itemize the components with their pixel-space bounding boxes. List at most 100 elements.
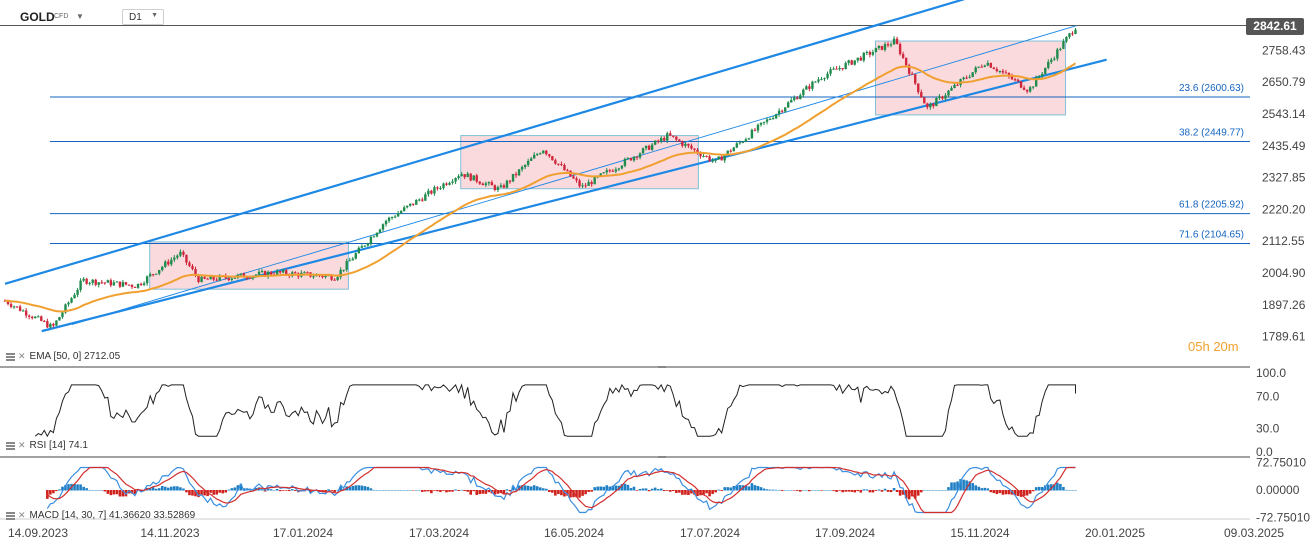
- candle-body: [735, 143, 739, 148]
- candle: [357, 246, 361, 254]
- candle: [1074, 27, 1077, 35]
- macd-histogram-bar: [333, 490, 336, 493]
- candle: [856, 57, 859, 63]
- candle: [853, 60, 856, 66]
- macd-histogram-bar: [94, 490, 98, 491]
- candle-body: [405, 205, 409, 208]
- candle-body: [901, 54, 905, 58]
- macd-histogram-bar: [88, 489, 91, 491]
- candle: [941, 95, 944, 100]
- candle: [762, 121, 766, 126]
- macd-histogram-bar: [968, 481, 971, 491]
- macd-histogram-bar: [281, 490, 285, 491]
- candle-body: [469, 173, 472, 181]
- candle: [145, 275, 149, 286]
- macd-legend[interactable]: ✕ MACD [14, 30, 7] 41.36620 33.52869: [6, 510, 195, 521]
- symbol-name[interactable]: GOLD: [20, 10, 55, 24]
- macd-histogram-bar: [384, 490, 388, 491]
- macd-histogram-bar: [566, 490, 569, 496]
- candle: [484, 181, 488, 187]
- candle-body: [868, 51, 872, 55]
- candle: [399, 209, 403, 214]
- close-icon[interactable]: ✕: [18, 510, 26, 520]
- candle: [898, 42, 902, 56]
- candle: [741, 141, 745, 144]
- candle-body: [1031, 86, 1035, 88]
- candle-body: [545, 150, 548, 155]
- candle-body: [24, 310, 28, 316]
- macd-histogram-bar: [551, 490, 554, 493]
- candle: [427, 188, 430, 197]
- candle: [629, 157, 633, 161]
- symbol-dropdown-icon[interactable]: ▼: [76, 12, 84, 21]
- candle-body: [142, 283, 146, 285]
- candle: [605, 168, 608, 175]
- candle: [635, 156, 639, 161]
- candle-body: [1028, 87, 1032, 92]
- candle-body: [375, 232, 379, 237]
- macd-histogram-bar: [1062, 486, 1065, 491]
- macd-histogram-bar: [436, 490, 439, 492]
- candle: [182, 250, 185, 257]
- macd-histogram-bar: [956, 481, 959, 491]
- candle: [360, 244, 364, 248]
- candle-body: [478, 181, 481, 184]
- macd-histogram-bar: [254, 487, 258, 491]
- candle-body: [702, 156, 705, 158]
- ema-legend[interactable]: ✕ EMA [50, 0] 2712.05: [6, 351, 120, 362]
- candle: [384, 219, 388, 227]
- candle: [974, 65, 977, 75]
- candle: [203, 276, 206, 280]
- timeframe-select[interactable]: D1 ▼: [122, 9, 164, 25]
- macd-histogram-bar: [693, 490, 696, 495]
- macd-histogram-bar: [212, 490, 215, 495]
- candle: [46, 318, 49, 329]
- menu-icon[interactable]: [6, 441, 15, 450]
- candle: [620, 165, 624, 170]
- macd-histogram-bar: [696, 490, 699, 497]
- macd-histogram-bar: [795, 490, 799, 491]
- macd-histogram-bar: [294, 490, 297, 491]
- macd-histogram-bar: [629, 488, 633, 491]
- candle-body: [179, 251, 182, 256]
- macd-histogram-bar: [499, 490, 503, 493]
- macd-histogram-bar: [563, 490, 566, 497]
- pane-handle: [658, 366, 666, 368]
- macd-histogram-bar: [922, 490, 926, 491]
- candle: [690, 143, 693, 150]
- candle-body: [802, 89, 805, 96]
- menu-icon[interactable]: [6, 511, 15, 520]
- close-icon[interactable]: ✕: [18, 440, 26, 450]
- close-icon[interactable]: ✕: [18, 351, 26, 361]
- candle-body: [777, 110, 781, 115]
- macd-histogram-bar: [647, 490, 651, 492]
- candle: [523, 164, 527, 170]
- macd-histogram-bar: [841, 490, 844, 493]
- macd-histogram-bar: [614, 485, 618, 491]
- macd-histogram-bar: [886, 490, 890, 492]
- macd-histogram-bar: [735, 485, 739, 491]
- menu-icon[interactable]: [6, 352, 15, 361]
- candle-body: [747, 138, 751, 140]
- candle-body: [1047, 61, 1050, 68]
- candle: [269, 270, 273, 276]
- candle-body: [278, 270, 282, 273]
- macd-histogram-bar: [889, 490, 893, 493]
- candle: [505, 179, 509, 189]
- candle: [82, 277, 85, 283]
- candle: [623, 157, 627, 168]
- macd-histogram-bar: [1046, 484, 1050, 491]
- candle-body: [533, 154, 536, 159]
- channel-upper: [4, 0, 966, 285]
- candle-body: [1038, 76, 1041, 78]
- candle-body: [97, 282, 100, 285]
- candle-body: [508, 180, 512, 182]
- rsi-legend[interactable]: ✕ RSI [14] 74.1: [6, 440, 88, 451]
- candle-body: [880, 45, 884, 50]
- macd-histogram-bar: [478, 490, 482, 495]
- macd-histogram-bar: [829, 490, 832, 491]
- candle-body: [920, 92, 923, 98]
- price-axis-tick: 2543.14: [1262, 107, 1306, 121]
- macd-histogram-bar: [1065, 489, 1068, 491]
